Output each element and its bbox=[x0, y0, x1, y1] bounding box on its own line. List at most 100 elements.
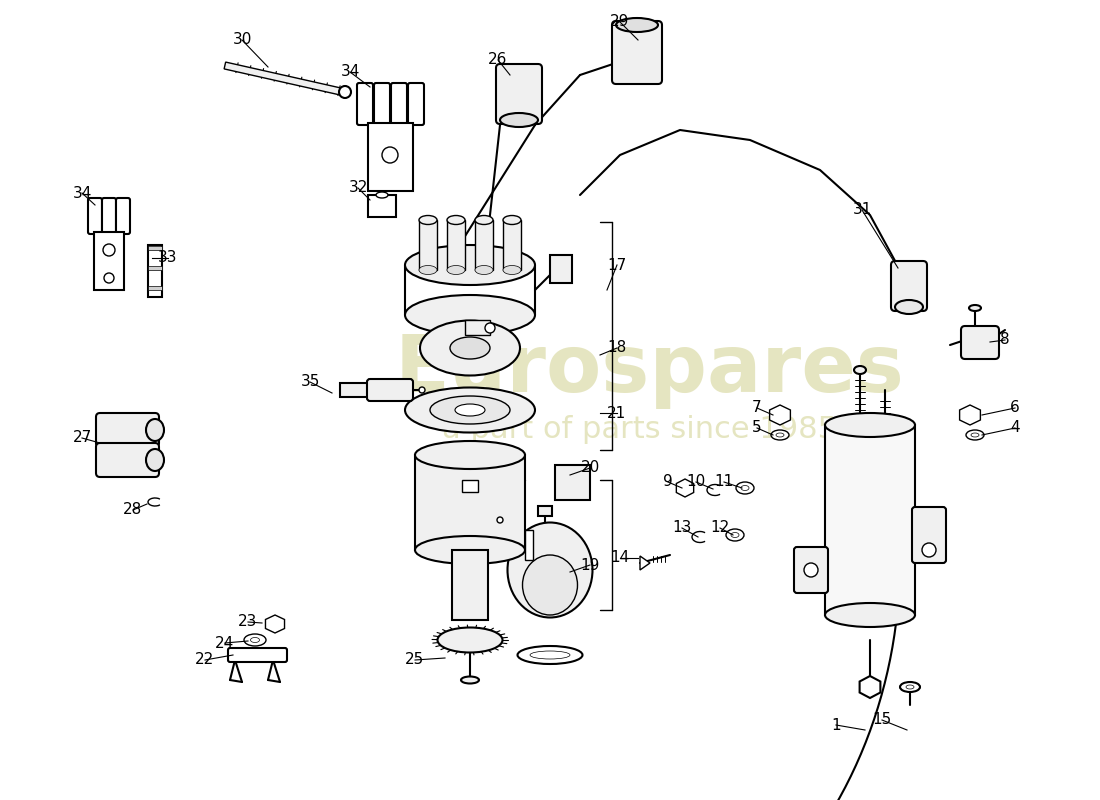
Text: 32: 32 bbox=[349, 181, 367, 195]
Ellipse shape bbox=[825, 413, 915, 437]
Ellipse shape bbox=[522, 555, 578, 615]
Text: 34: 34 bbox=[73, 186, 91, 201]
Circle shape bbox=[339, 86, 351, 98]
Polygon shape bbox=[640, 556, 650, 570]
Ellipse shape bbox=[475, 215, 493, 225]
Text: 4: 4 bbox=[1010, 421, 1020, 435]
FancyBboxPatch shape bbox=[961, 326, 999, 359]
Ellipse shape bbox=[415, 441, 525, 469]
FancyBboxPatch shape bbox=[912, 507, 946, 563]
Text: 7: 7 bbox=[752, 401, 762, 415]
Text: 6: 6 bbox=[1010, 401, 1020, 415]
Polygon shape bbox=[959, 405, 980, 425]
Bar bbox=[475, 220, 493, 270]
FancyBboxPatch shape bbox=[794, 547, 828, 593]
Ellipse shape bbox=[146, 449, 164, 471]
Polygon shape bbox=[265, 615, 285, 633]
FancyBboxPatch shape bbox=[88, 198, 102, 234]
Text: 22: 22 bbox=[196, 653, 214, 667]
Text: 10: 10 bbox=[686, 474, 705, 490]
Text: 25: 25 bbox=[406, 653, 425, 667]
Text: 30: 30 bbox=[232, 33, 252, 47]
Text: 12: 12 bbox=[711, 521, 729, 535]
Ellipse shape bbox=[854, 366, 866, 374]
Ellipse shape bbox=[419, 266, 437, 274]
FancyBboxPatch shape bbox=[358, 83, 373, 125]
Text: 13: 13 bbox=[672, 521, 692, 535]
Polygon shape bbox=[676, 479, 694, 497]
Ellipse shape bbox=[447, 215, 465, 225]
Text: 19: 19 bbox=[581, 558, 600, 573]
Text: 28: 28 bbox=[123, 502, 143, 518]
Ellipse shape bbox=[376, 192, 388, 198]
Circle shape bbox=[497, 517, 503, 523]
Ellipse shape bbox=[771, 430, 789, 440]
Ellipse shape bbox=[251, 638, 260, 642]
Bar bbox=[148, 286, 162, 290]
Ellipse shape bbox=[455, 404, 485, 416]
Ellipse shape bbox=[405, 295, 535, 335]
Bar bbox=[368, 195, 396, 217]
Ellipse shape bbox=[450, 337, 490, 359]
Ellipse shape bbox=[500, 113, 538, 127]
Text: 35: 35 bbox=[300, 374, 320, 390]
Ellipse shape bbox=[895, 300, 923, 314]
Text: 11: 11 bbox=[714, 474, 734, 490]
FancyBboxPatch shape bbox=[891, 261, 927, 311]
Circle shape bbox=[103, 244, 116, 256]
FancyBboxPatch shape bbox=[408, 83, 424, 125]
Text: 24: 24 bbox=[216, 635, 234, 650]
FancyBboxPatch shape bbox=[367, 379, 412, 401]
Bar bbox=[447, 220, 465, 270]
Bar bbox=[148, 246, 162, 250]
Ellipse shape bbox=[419, 215, 437, 225]
Text: 27: 27 bbox=[73, 430, 91, 446]
Bar bbox=[525, 530, 533, 560]
Text: 26: 26 bbox=[488, 53, 508, 67]
Bar bbox=[556, 465, 590, 500]
Ellipse shape bbox=[732, 533, 739, 538]
Bar bbox=[224, 62, 343, 95]
Ellipse shape bbox=[461, 677, 478, 683]
Text: 15: 15 bbox=[872, 713, 892, 727]
Polygon shape bbox=[859, 676, 880, 698]
Bar bbox=[825, 425, 915, 615]
Ellipse shape bbox=[405, 245, 535, 285]
Text: 20: 20 bbox=[581, 461, 600, 475]
Text: 17: 17 bbox=[607, 258, 627, 273]
Ellipse shape bbox=[415, 536, 525, 564]
FancyBboxPatch shape bbox=[228, 648, 287, 662]
Ellipse shape bbox=[438, 627, 503, 653]
Bar bbox=[148, 245, 162, 297]
Text: 1: 1 bbox=[832, 718, 840, 733]
Ellipse shape bbox=[530, 651, 570, 659]
Circle shape bbox=[804, 563, 818, 577]
FancyBboxPatch shape bbox=[102, 198, 116, 234]
Ellipse shape bbox=[146, 419, 164, 441]
Ellipse shape bbox=[825, 603, 915, 627]
Bar bbox=[503, 220, 521, 270]
Ellipse shape bbox=[475, 266, 493, 274]
Text: Eurospares: Eurospares bbox=[395, 331, 905, 409]
Bar bbox=[462, 480, 478, 492]
Bar bbox=[340, 383, 370, 397]
Ellipse shape bbox=[420, 321, 520, 375]
Text: 23: 23 bbox=[239, 614, 257, 630]
Ellipse shape bbox=[503, 266, 521, 274]
Text: 8: 8 bbox=[1000, 333, 1010, 347]
Ellipse shape bbox=[616, 18, 658, 32]
Ellipse shape bbox=[906, 685, 914, 689]
Text: a part of parts since 1985: a part of parts since 1985 bbox=[442, 415, 837, 445]
Ellipse shape bbox=[447, 266, 465, 274]
Circle shape bbox=[382, 147, 398, 163]
Text: 33: 33 bbox=[158, 250, 178, 266]
Ellipse shape bbox=[966, 430, 984, 440]
Ellipse shape bbox=[405, 387, 535, 433]
FancyBboxPatch shape bbox=[116, 198, 130, 234]
Ellipse shape bbox=[726, 529, 744, 541]
Circle shape bbox=[104, 273, 114, 283]
Bar bbox=[148, 266, 162, 270]
Circle shape bbox=[922, 543, 936, 557]
Bar bbox=[368, 123, 412, 191]
Bar bbox=[419, 220, 437, 270]
